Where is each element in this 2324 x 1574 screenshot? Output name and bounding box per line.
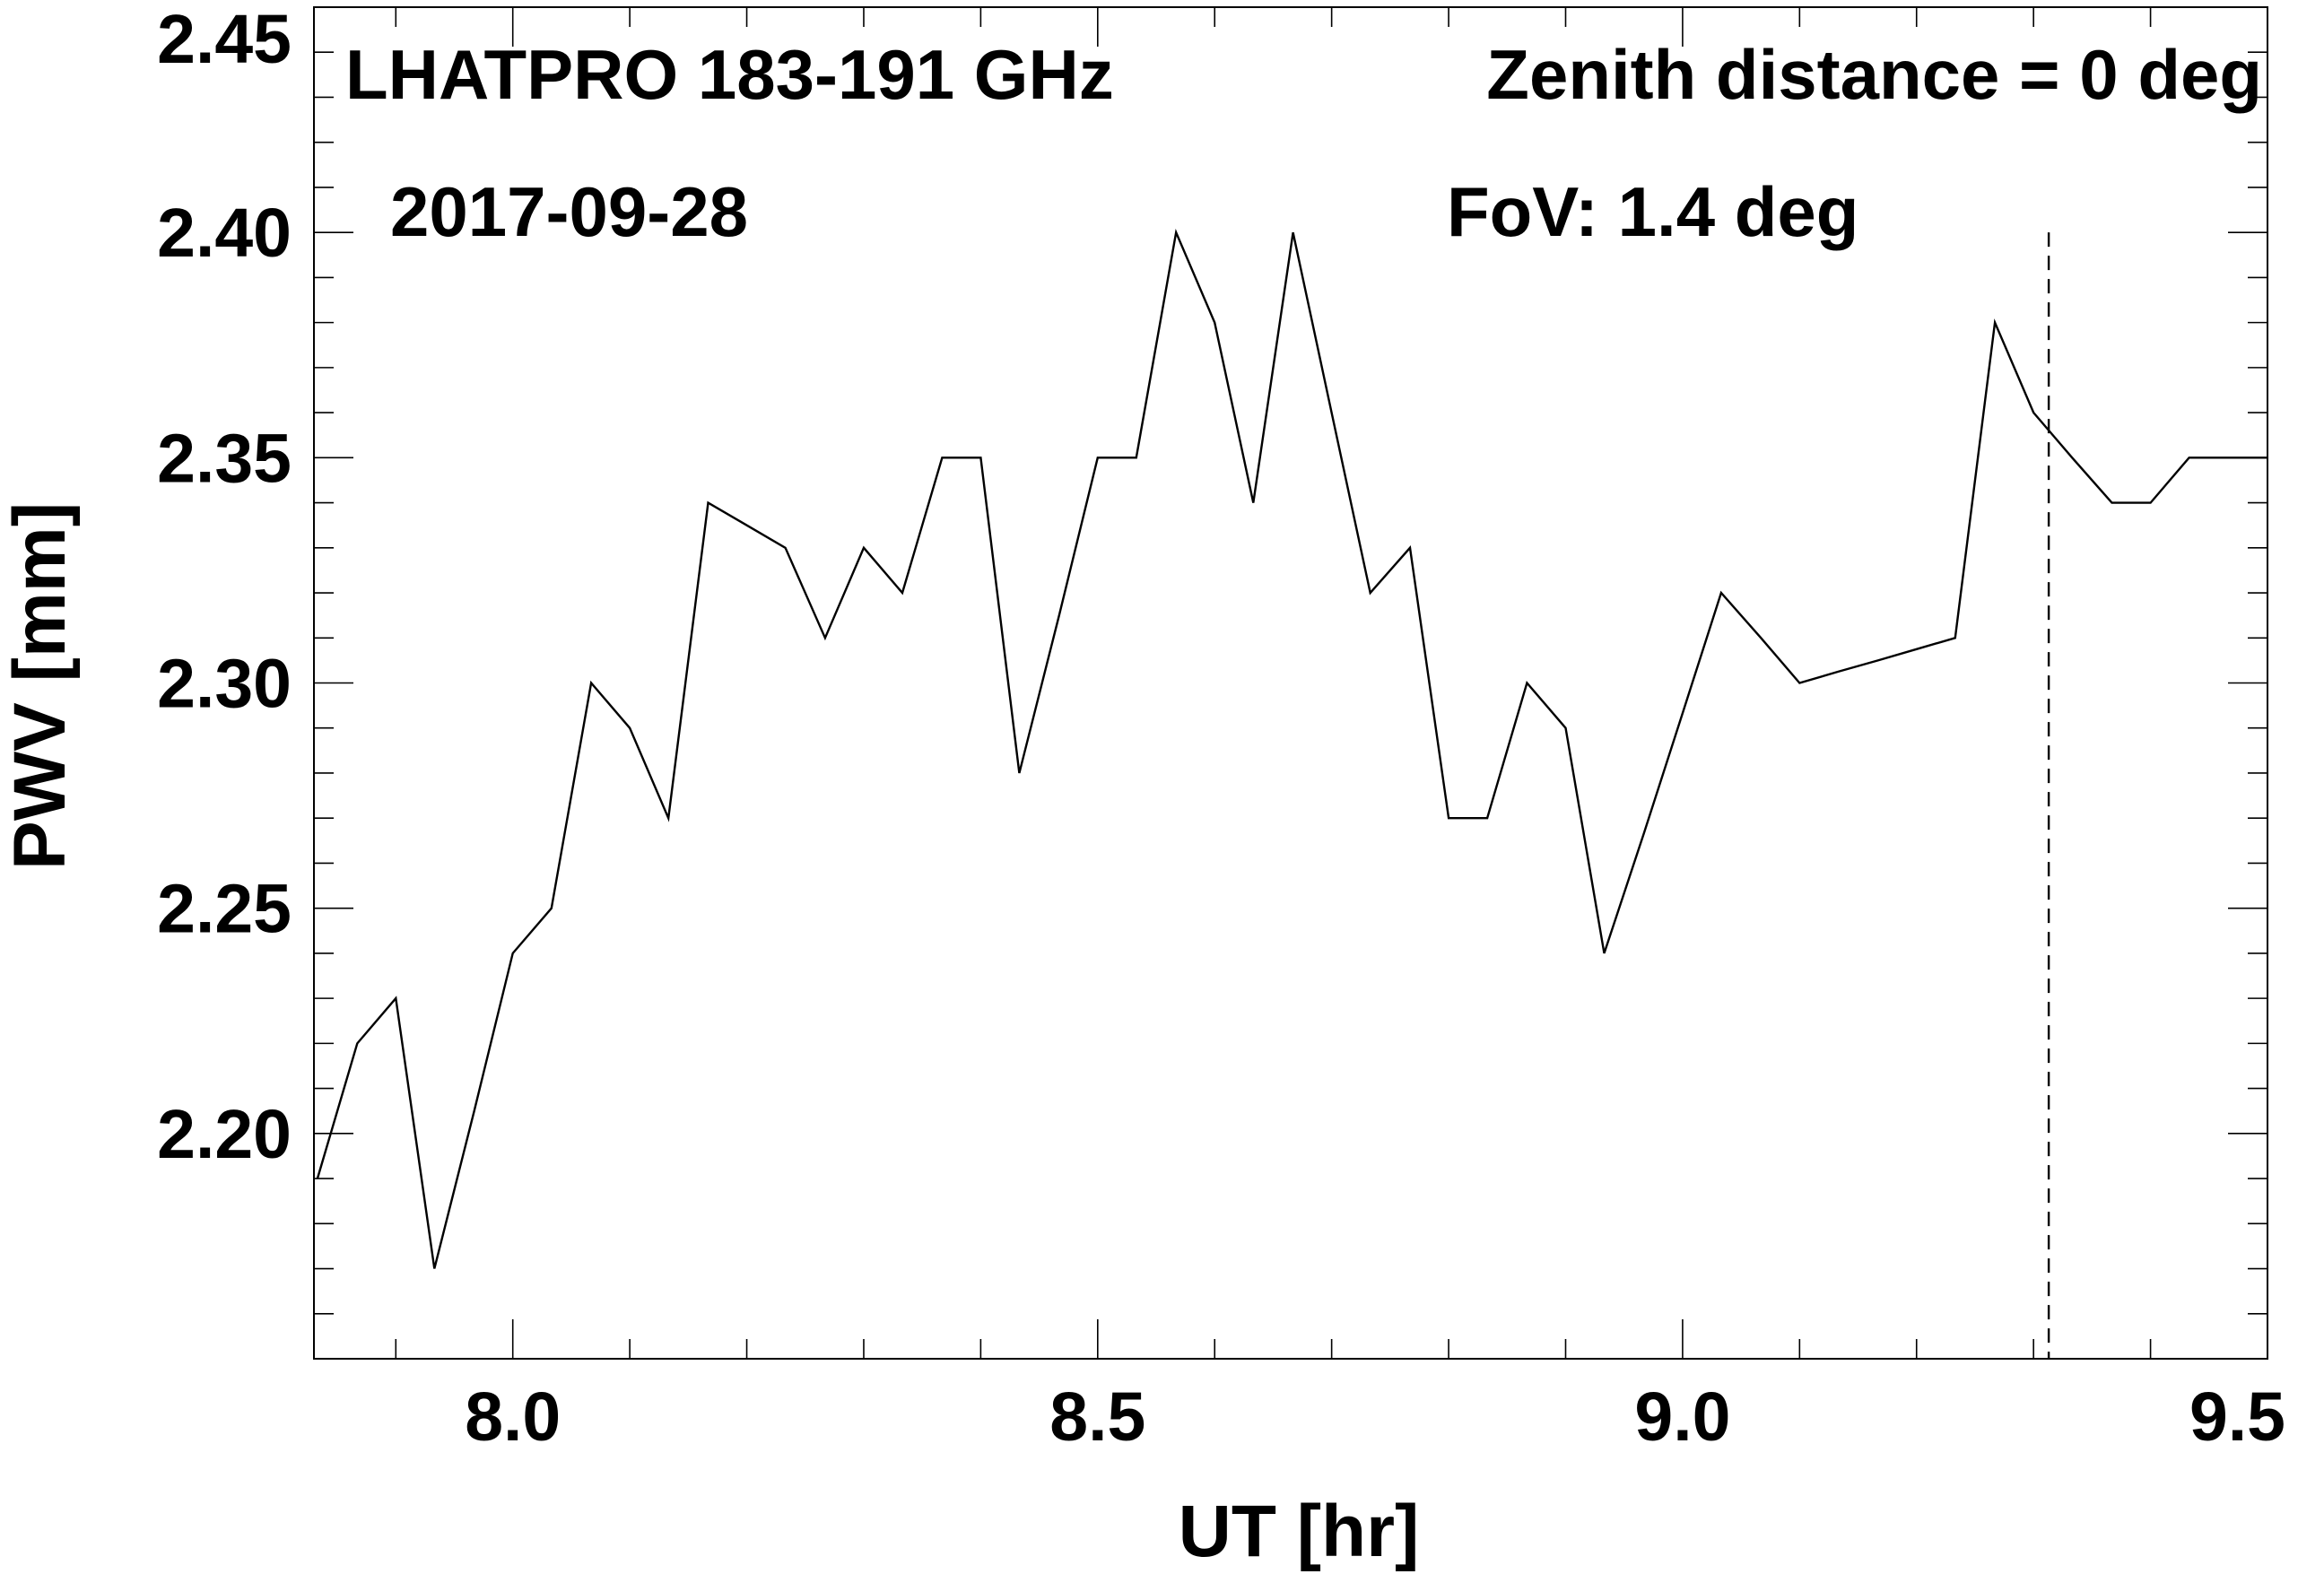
- y-tick-label: 2.30: [157, 646, 292, 723]
- y-tick-label: 2.40: [157, 195, 292, 272]
- y-axis-label: PWV [mm]: [0, 502, 81, 870]
- x-tick-labels: 8.0 8.5 9.0 9.5: [465, 1378, 2285, 1456]
- x-tick-label: 9.0: [1634, 1378, 1730, 1456]
- major-ticks: [314, 6, 2268, 1359]
- fov-annotation: FoV: 1.4 deg: [1447, 172, 1858, 251]
- pwv-series-line: [316, 229, 2267, 1269]
- y-tick-labels: 2.20 2.25 2.30 2.35 2.40 2.45: [157, 1, 292, 1173]
- x-tick-label: 8.0: [465, 1378, 561, 1456]
- minor-ticks: [314, 7, 2267, 1360]
- y-tick-label: 2.45: [157, 1, 292, 78]
- x-axis-label: UT [hr]: [1179, 1491, 1420, 1572]
- instrument-annotation: LHATPRO 183-191 GHz: [345, 35, 1114, 114]
- y-tick-label: 2.35: [157, 420, 292, 497]
- y-tick-label: 2.25: [157, 871, 292, 948]
- x-tick-label: 9.5: [2189, 1378, 2285, 1456]
- zenith-annotation: Zenith distance = 0 deg: [1486, 35, 2262, 114]
- y-tick-label: 2.20: [157, 1096, 292, 1173]
- date-annotation: 2017-09-28: [390, 172, 748, 251]
- x-tick-label: 8.5: [1049, 1378, 1145, 1456]
